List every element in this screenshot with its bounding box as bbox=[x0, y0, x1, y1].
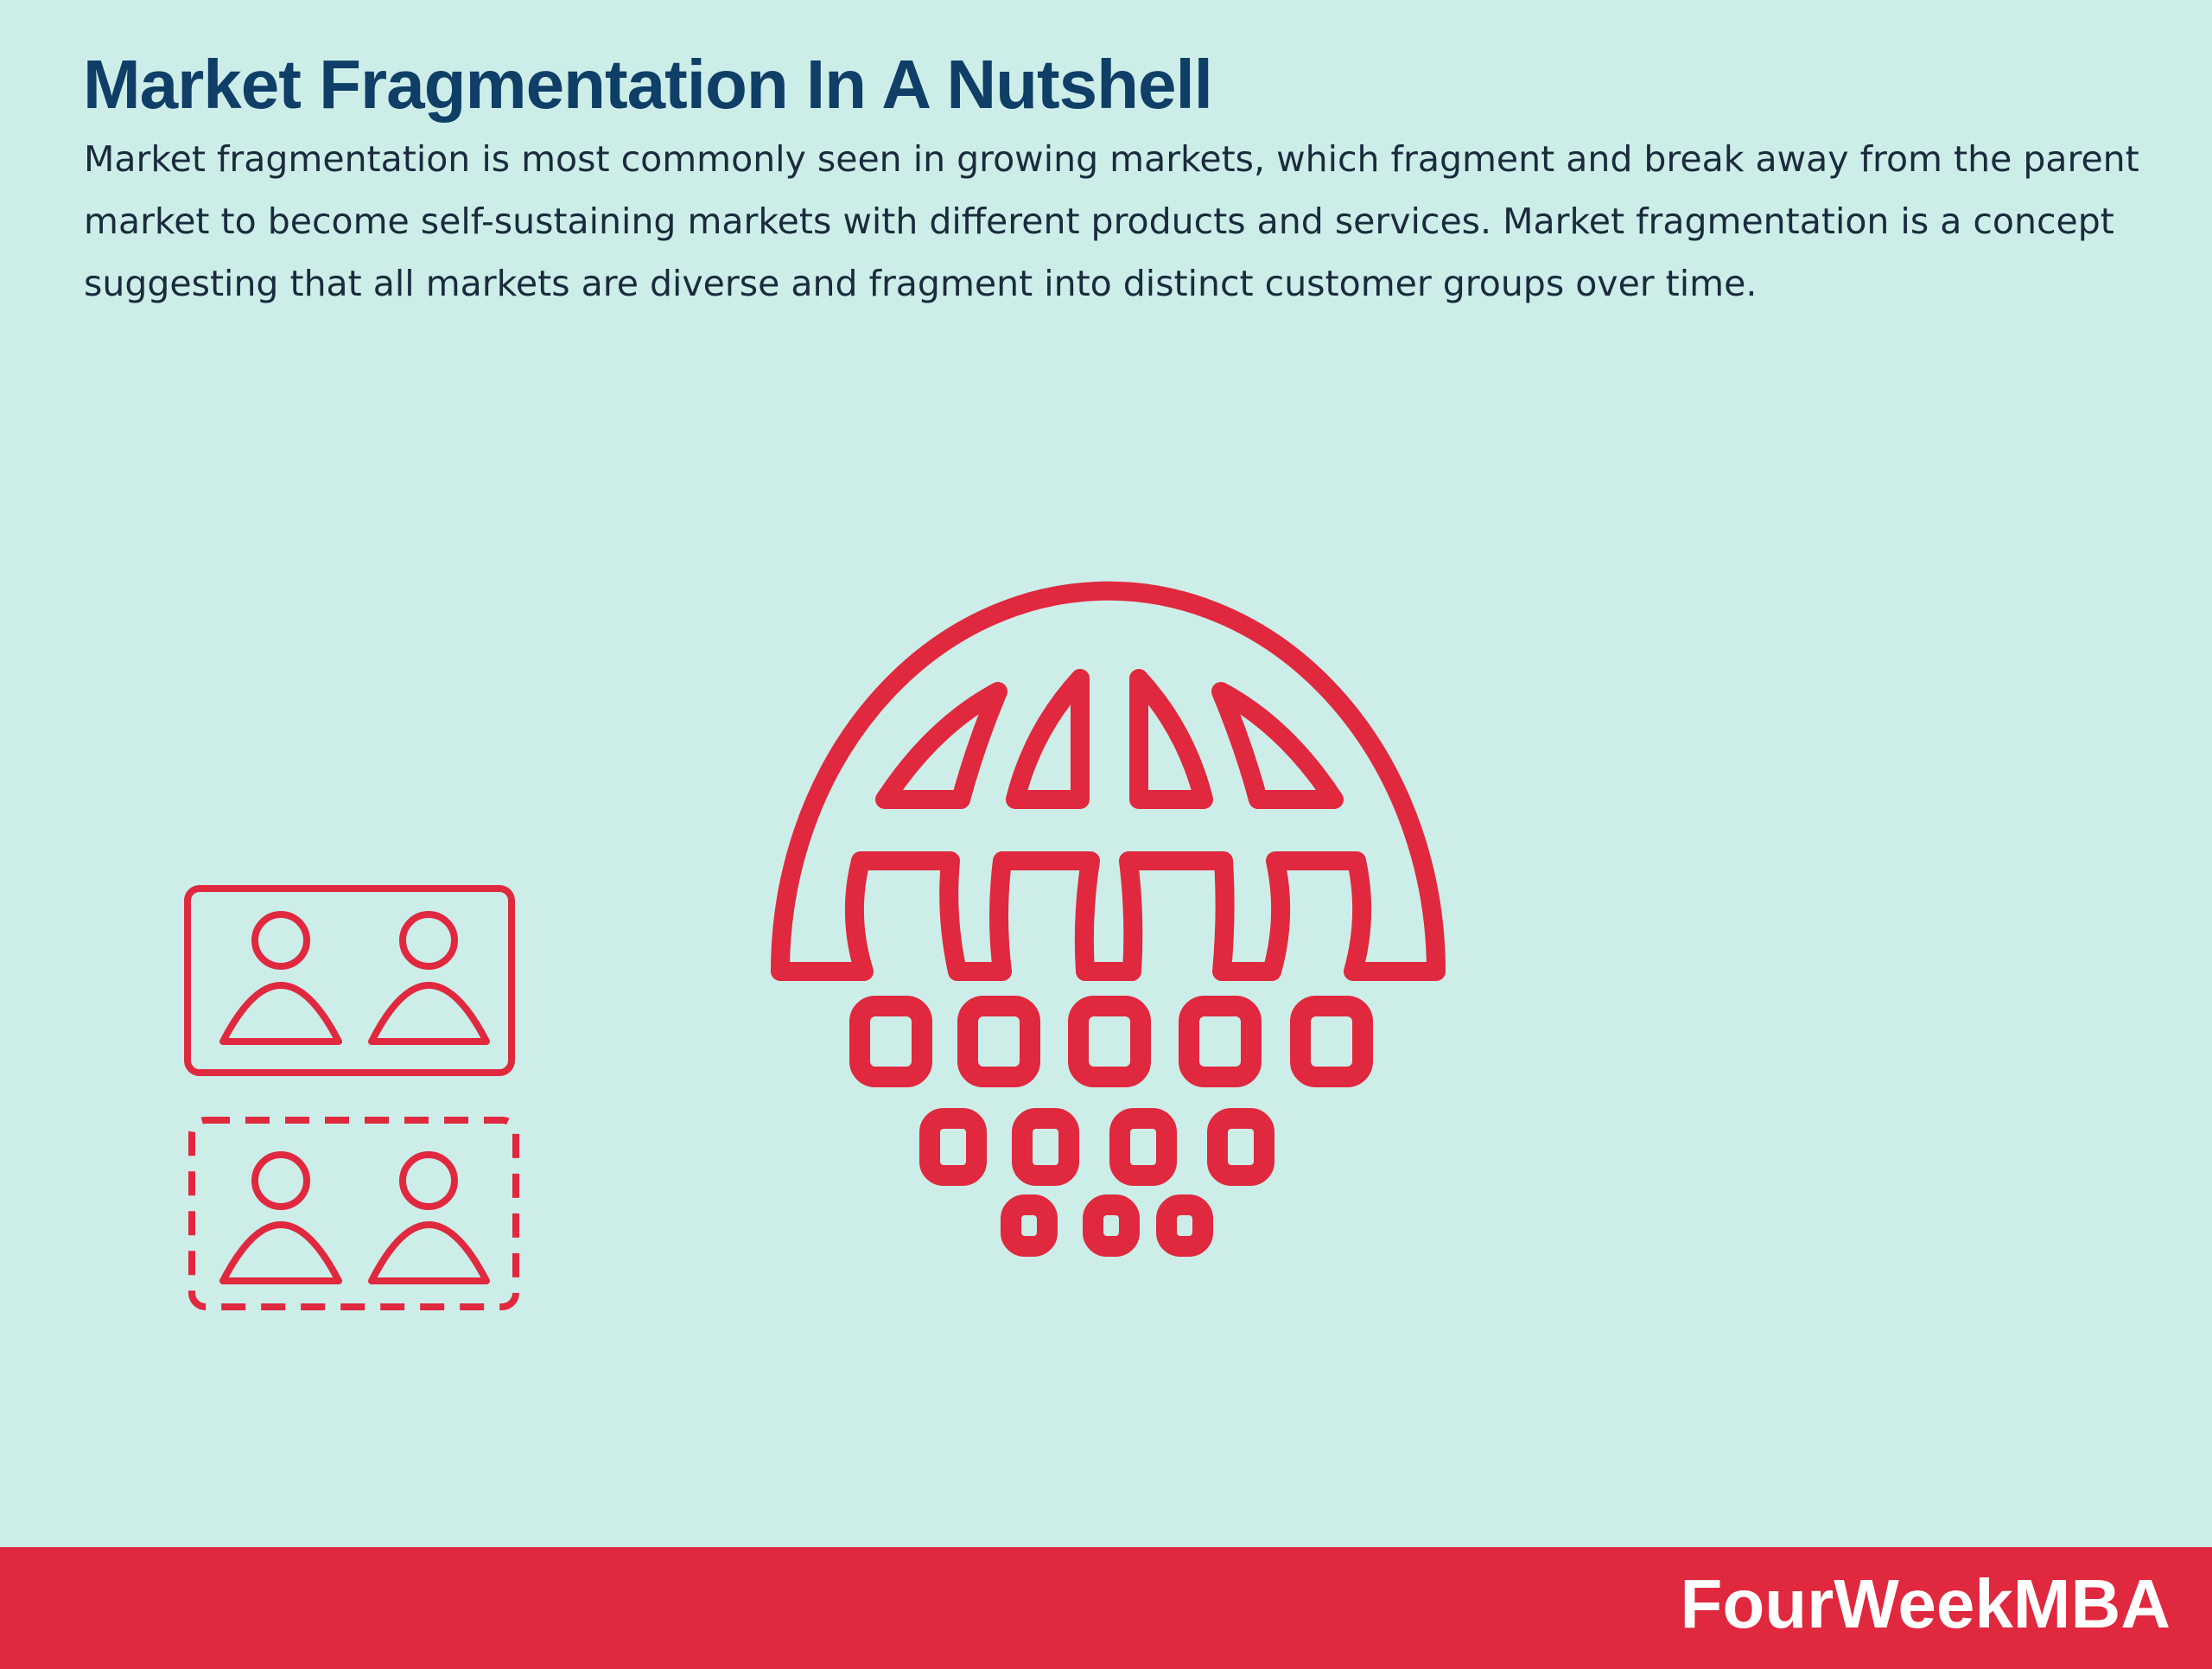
description-line: suggesting that all markets are diverse … bbox=[84, 263, 1758, 304]
customer-group-icon bbox=[184, 885, 515, 1076]
page-description: Market fragmentation is most commonly se… bbox=[84, 128, 2158, 315]
fragmenting-globe-icon bbox=[771, 581, 1446, 1257]
description-line: Market fragmentation is most commonly se… bbox=[84, 138, 2139, 180]
footer-bar: FourWeekMBA bbox=[0, 1547, 2212, 1669]
page-title: Market Fragmentation In A Nutshell bbox=[83, 46, 1213, 123]
description-line: market to become self-sustaining markets… bbox=[84, 201, 2114, 242]
illustration bbox=[184, 581, 1446, 1310]
fragmented-customer-group-icon bbox=[188, 1117, 519, 1310]
brand-logo[interactable]: FourWeekMBA bbox=[1680, 1565, 2171, 1642]
